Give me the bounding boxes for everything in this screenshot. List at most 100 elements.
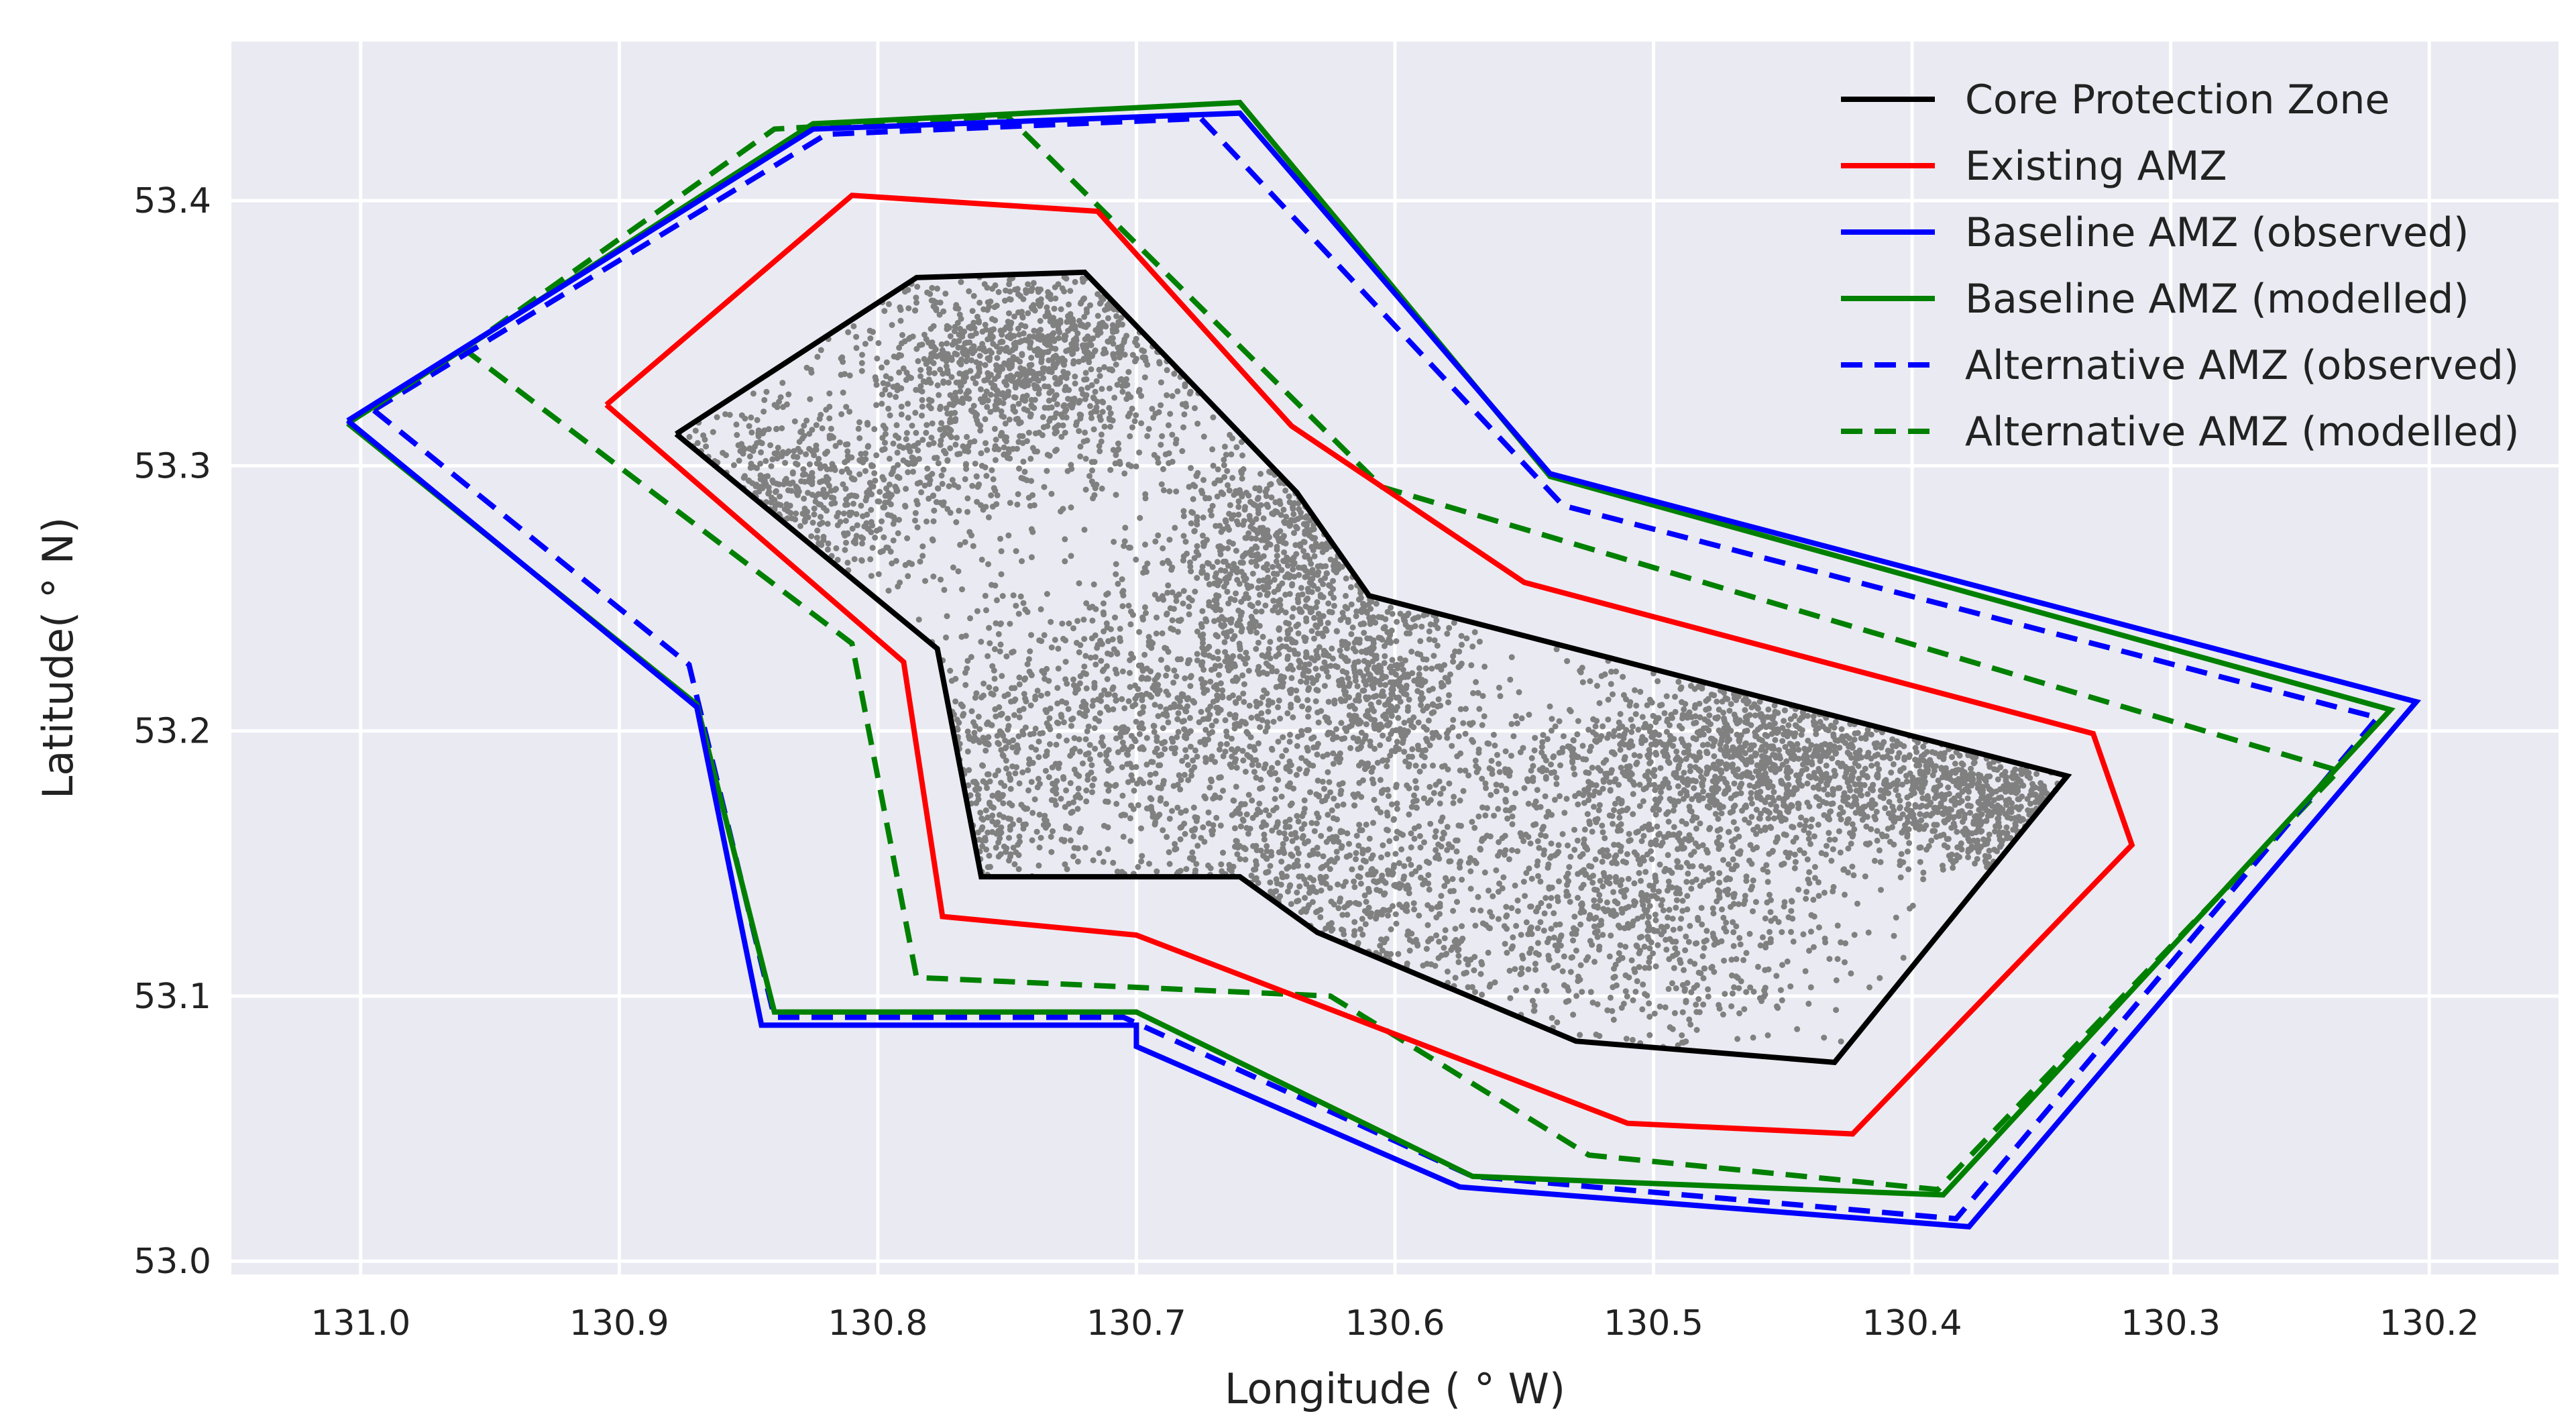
reef-point <box>797 429 804 435</box>
reef-point <box>1021 406 1027 413</box>
reef-point <box>1199 490 1206 496</box>
reef-point <box>1165 649 1172 655</box>
reef-point <box>1742 750 1748 757</box>
reef-point <box>1064 680 1070 687</box>
reef-point <box>1011 712 1017 718</box>
reef-point <box>908 375 914 381</box>
reef-point <box>870 483 877 490</box>
reef-point <box>1275 704 1281 710</box>
reef-point <box>1253 608 1259 615</box>
reef-point <box>1072 690 1078 696</box>
reef-point <box>769 456 776 463</box>
reef-point <box>1815 785 1822 792</box>
reef-point <box>880 423 887 429</box>
reef-point <box>1312 622 1319 628</box>
reef-point <box>774 449 781 456</box>
reef-point <box>1632 711 1639 718</box>
reef-point <box>1226 694 1233 701</box>
reef-point <box>1445 699 1451 706</box>
reef-point <box>894 387 901 394</box>
reef-point <box>1312 698 1319 704</box>
reef-point <box>1204 572 1211 579</box>
reef-point <box>1706 765 1713 771</box>
reef-point <box>1040 375 1047 382</box>
reef-point <box>917 558 923 565</box>
reef-point <box>984 404 991 411</box>
reef-point <box>1064 319 1070 325</box>
reef-point <box>1295 500 1302 506</box>
reef-point <box>1102 307 1108 313</box>
reef-point <box>934 353 940 360</box>
reef-point <box>1074 419 1080 426</box>
reef-point <box>789 479 796 486</box>
reef-point <box>888 471 895 478</box>
reef-point <box>982 416 989 423</box>
reef-point <box>1081 313 1088 320</box>
reef-point <box>999 331 1005 338</box>
reef-point <box>1136 724 1143 730</box>
reef-point <box>948 411 954 417</box>
reef-point <box>1034 448 1040 455</box>
reef-point <box>1004 455 1011 461</box>
reef-point <box>1450 659 1457 665</box>
reef-point <box>1233 590 1239 597</box>
reef-point <box>1188 465 1194 472</box>
reef-point <box>905 286 911 293</box>
reef-point <box>1691 720 1697 726</box>
reef-point <box>1291 573 1298 580</box>
reef-point <box>1060 635 1066 642</box>
reef-point <box>996 397 1002 404</box>
reef-point <box>1226 510 1233 517</box>
reef-point <box>981 306 987 313</box>
reef-point <box>1592 723 1599 730</box>
reef-point <box>927 290 934 297</box>
reef-point <box>1028 396 1035 403</box>
reef-point <box>931 507 938 514</box>
reef-point <box>1029 404 1035 410</box>
reef-point <box>1101 364 1107 370</box>
reef-point <box>1513 713 1519 720</box>
reef-point <box>1166 816 1173 822</box>
reef-point <box>1046 774 1052 781</box>
reef-point <box>1205 560 1212 567</box>
reef-point <box>1181 771 1188 778</box>
reef-point <box>977 427 984 434</box>
reef-point <box>1048 317 1055 324</box>
reef-point <box>995 373 1001 380</box>
reef-point <box>761 478 768 484</box>
reef-point <box>1305 687 1312 694</box>
reef-point <box>1311 553 1318 559</box>
reef-point <box>1255 600 1262 606</box>
reef-point <box>1256 800 1263 807</box>
reef-point <box>1127 394 1134 400</box>
reef-point <box>1210 414 1217 421</box>
reef-point <box>1325 729 1332 736</box>
reef-point <box>1136 386 1143 393</box>
reef-point <box>1025 429 1032 436</box>
reef-point <box>992 317 999 324</box>
reef-point <box>1244 655 1251 661</box>
reef-point <box>1492 743 1498 749</box>
reef-point <box>807 396 814 402</box>
reef-point <box>1012 394 1019 401</box>
reef-point <box>1216 671 1222 678</box>
reef-point <box>1315 610 1322 617</box>
reef-point <box>1180 600 1186 607</box>
reef-point <box>1162 746 1168 753</box>
reef-point <box>832 443 839 449</box>
reef-point <box>1239 609 1245 616</box>
reef-point <box>923 379 930 386</box>
reef-point <box>828 488 834 494</box>
reef-point <box>1170 739 1176 745</box>
reef-point <box>1038 606 1044 612</box>
reef-point <box>1009 445 1016 452</box>
reef-point <box>1042 404 1048 411</box>
reef-point <box>1782 744 1789 751</box>
reef-point <box>966 288 972 294</box>
reef-point <box>887 501 894 508</box>
reef-point <box>1635 726 1642 733</box>
reef-point <box>964 495 971 502</box>
reef-point <box>1099 668 1106 674</box>
reef-point <box>1061 274 1068 280</box>
reef-point <box>1438 679 1445 686</box>
